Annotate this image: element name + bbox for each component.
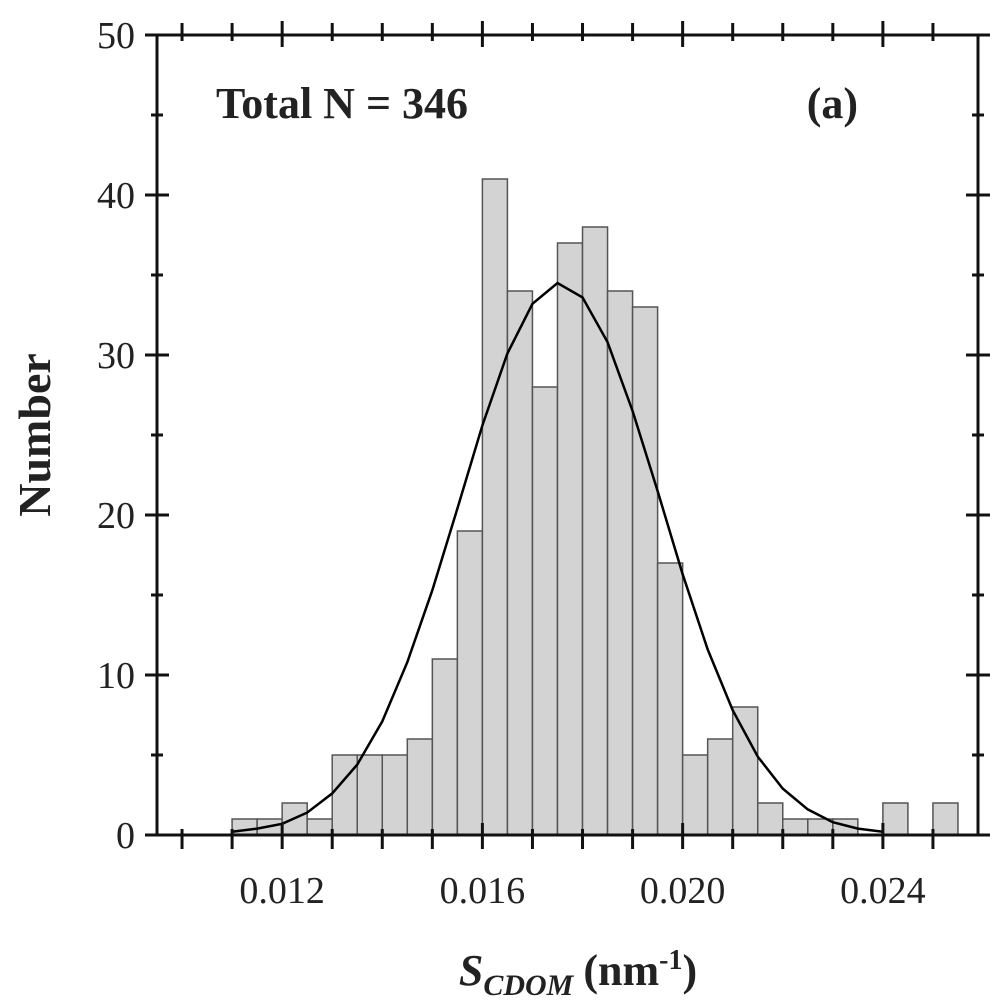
bar [481, 178, 509, 836]
bar [531, 386, 559, 836]
bar [756, 802, 784, 836]
bar [456, 530, 484, 836]
y-tick-label: 10 [97, 655, 135, 697]
bar [606, 290, 634, 836]
bar [556, 242, 584, 836]
bar [782, 818, 809, 836]
bar [231, 818, 258, 836]
x-tick-label: 0.012 [239, 870, 325, 912]
bar [306, 818, 333, 836]
y-tick-label: 0 [116, 815, 135, 857]
bar [932, 802, 959, 836]
bar [331, 754, 358, 836]
y-axis-label: Number [9, 353, 60, 517]
bar [631, 306, 659, 836]
bar [356, 754, 384, 836]
bar [381, 754, 409, 836]
y-tick-label: 40 [97, 175, 135, 217]
x-tick-label: 0.024 [840, 870, 926, 912]
bar [506, 290, 534, 836]
x-label-symbol: S [459, 946, 483, 995]
x-label-subscript: CDOM [483, 969, 574, 1002]
x-tick-label: 0.020 [640, 870, 726, 912]
bar [882, 802, 909, 836]
y-tick-label: 50 [97, 15, 135, 57]
panel-label: (a) [807, 79, 858, 128]
y-tick-label: 20 [97, 495, 135, 537]
x-axis-label: SCDOM (nm-1) [459, 945, 697, 1002]
x-label-superscript: -1 [659, 945, 682, 976]
x-label-close: ) [682, 946, 697, 995]
bar [731, 706, 759, 836]
bar [706, 738, 734, 836]
bar [431, 658, 459, 836]
bar [656, 562, 684, 836]
bar [581, 226, 609, 836]
fit-curve [231, 281, 884, 834]
x-tick-label: 0.016 [440, 870, 526, 912]
annotation: Total N = 346 [216, 79, 468, 128]
bar [681, 754, 709, 836]
bar [406, 738, 434, 836]
y-tick-label: 30 [97, 335, 135, 377]
plot-frame [155, 33, 980, 837]
x-label-unit: (nm [583, 946, 659, 995]
